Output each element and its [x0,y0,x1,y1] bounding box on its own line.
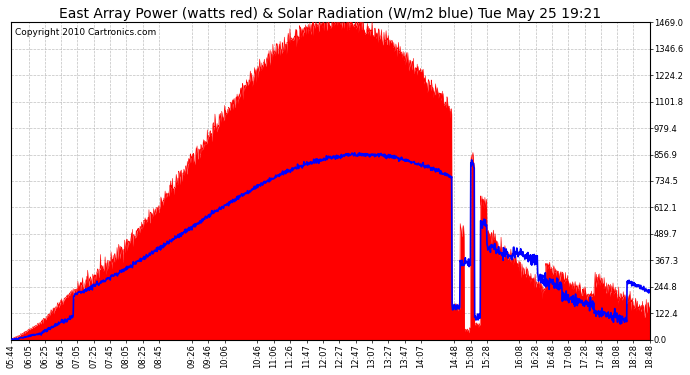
Text: Copyright 2010 Cartronics.com: Copyright 2010 Cartronics.com [14,28,156,38]
Title: East Array Power (watts red) & Solar Radiation (W/m2 blue) Tue May 25 19:21: East Array Power (watts red) & Solar Rad… [59,7,602,21]
